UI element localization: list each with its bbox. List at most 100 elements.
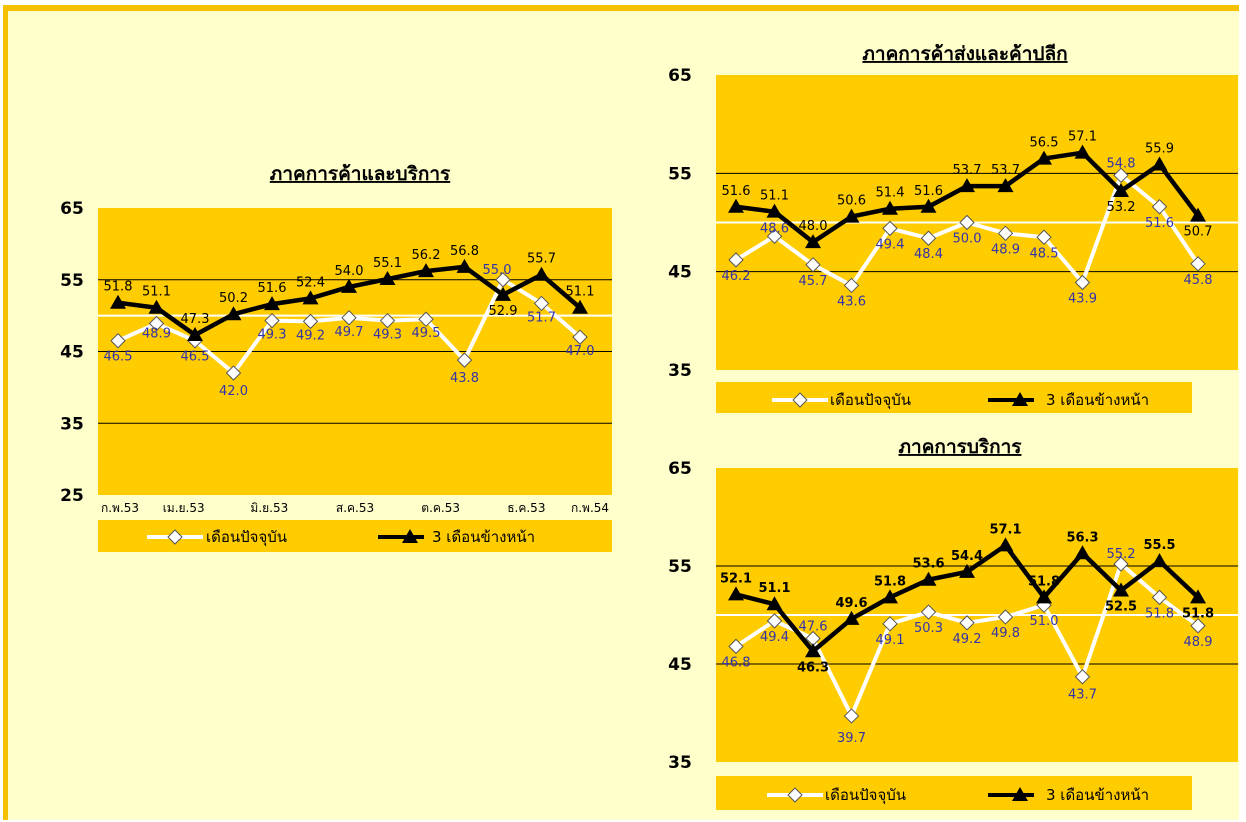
data-label-forward: 52.5	[1105, 600, 1137, 615]
data-point-current	[148, 315, 165, 332]
data-label-forward: 51.8	[104, 280, 133, 295]
data-point-current	[264, 312, 280, 329]
data-label-forward: 53.7	[953, 163, 982, 178]
data-point-forward	[882, 589, 898, 604]
data-label-forward: 53.6	[912, 557, 944, 572]
data-label-forward: 55.1	[373, 256, 402, 271]
data-point-current	[572, 329, 588, 345]
x-tick-label: ต.ค.53	[421, 501, 460, 515]
data-point-current	[1074, 274, 1091, 291]
y-tick-label: 45	[60, 343, 84, 363]
data-point-forward	[533, 266, 550, 281]
data-point-current	[1113, 556, 1129, 572]
legend-label-current: เดือนปัจจุบัน	[825, 786, 906, 805]
data-label-current: 50.3	[914, 621, 943, 636]
data-point-forward	[187, 326, 203, 341]
data-label-forward: 54.0	[335, 264, 364, 279]
data-point-current	[959, 214, 975, 231]
data-label-forward: 51.1	[758, 581, 790, 596]
data-label-forward: 51.8	[874, 574, 906, 589]
y-tick-label: 65	[668, 66, 692, 86]
legend-label-current: เดือนปัจจุบัน	[830, 391, 911, 410]
data-label-forward: 51.1	[566, 285, 595, 300]
data-label-current: 51.6	[1145, 216, 1174, 231]
x-tick-label: ก.พ.54	[571, 501, 609, 515]
chart-title: ภาคการค้าและบริการ	[270, 163, 451, 185]
data-label-forward: 57.1	[1068, 130, 1097, 145]
data-point-current	[728, 252, 744, 268]
data-label-current: 49.5	[412, 326, 441, 341]
data-point-forward	[997, 537, 1014, 552]
data-label-forward: 52.9	[489, 304, 518, 319]
data-label-forward: 50.2	[219, 291, 248, 306]
data-point-current	[341, 310, 357, 326]
data-label-forward: 50.7	[1184, 225, 1213, 240]
data-label-forward: 57.1	[989, 522, 1021, 537]
y-tick-label: 25	[60, 486, 84, 506]
x-tick-label: ส.ค.53	[336, 501, 374, 515]
data-label-forward: 54.4	[951, 549, 983, 564]
x-tick-label: เม.ย.53	[163, 501, 205, 515]
data-point-current	[1190, 618, 1206, 634]
data-label-forward: 51.4	[876, 186, 905, 201]
data-point-current	[766, 613, 783, 629]
data-label-current: 49.4	[876, 237, 905, 252]
legend-label-forward: 3 เดือนข้างหน้า	[1046, 786, 1149, 804]
data-point-current	[1151, 199, 1168, 215]
data-point-current	[728, 638, 744, 655]
data-label-forward: 51.8	[1182, 606, 1214, 621]
data-label-current: 49.3	[373, 328, 402, 343]
data-label-current: 51.0	[1030, 614, 1059, 629]
data-point-forward	[1190, 589, 1206, 604]
data-label-forward: 55.9	[1145, 141, 1174, 156]
data-label-forward: 49.6	[835, 596, 867, 611]
legend-label-forward: 3 เดือนข้างหน้า	[432, 528, 535, 546]
data-point-forward	[805, 234, 821, 249]
data-point-forward	[728, 198, 744, 213]
data-point-current	[959, 615, 975, 631]
data-label-current: 39.7	[837, 731, 866, 746]
data-label-current: 45.8	[1184, 273, 1213, 288]
data-point-forward	[495, 286, 511, 301]
data-label-forward: 50.6	[837, 194, 866, 209]
x-tick-label: ก.พ.53	[101, 501, 139, 515]
data-point-current	[1074, 669, 1091, 685]
data-label-current: 48.9	[991, 242, 1020, 257]
data-point-current	[110, 333, 126, 349]
data-label-current: 51.7	[527, 310, 556, 325]
data-point-forward	[1151, 156, 1168, 171]
data-label-current: 55.0	[483, 263, 512, 278]
data-point-forward	[1190, 207, 1206, 222]
y-tick-label: 35	[60, 414, 84, 434]
data-point-forward	[456, 258, 473, 273]
data-label-current: 48.4	[914, 247, 943, 262]
data-point-current	[920, 604, 937, 620]
legend-triangle-icon	[1012, 392, 1028, 406]
chart-title: ภาคการค้าส่งและค้าปลีก	[862, 43, 1067, 65]
data-point-current	[882, 616, 898, 632]
data-point-current	[997, 225, 1014, 242]
data-point-forward	[1036, 589, 1052, 604]
legend-diamond-icon	[792, 392, 808, 408]
data-point-forward	[920, 198, 937, 213]
data-label-forward: 56.8	[450, 244, 479, 259]
y-tick-label: 55	[668, 557, 692, 577]
legend-label-forward: 3 เดือนข้างหน้า	[1046, 391, 1149, 409]
data-point-current	[379, 312, 396, 329]
data-label-current: 45.7	[799, 274, 828, 289]
data-point-current	[997, 609, 1014, 625]
data-label-current: 54.8	[1107, 156, 1136, 171]
data-point-forward	[264, 296, 280, 311]
data-point-current	[1151, 589, 1168, 606]
data-label-current: 49.8	[991, 626, 1020, 641]
data-label-forward: 51.8	[1028, 574, 1060, 589]
y-tick-label: 35	[668, 361, 692, 381]
data-label-forward: 52.4	[296, 275, 325, 290]
data-point-forward	[843, 610, 860, 625]
data-label-current: 46.5	[181, 350, 210, 365]
data-point-current	[456, 352, 473, 368]
data-point-forward	[225, 306, 242, 321]
